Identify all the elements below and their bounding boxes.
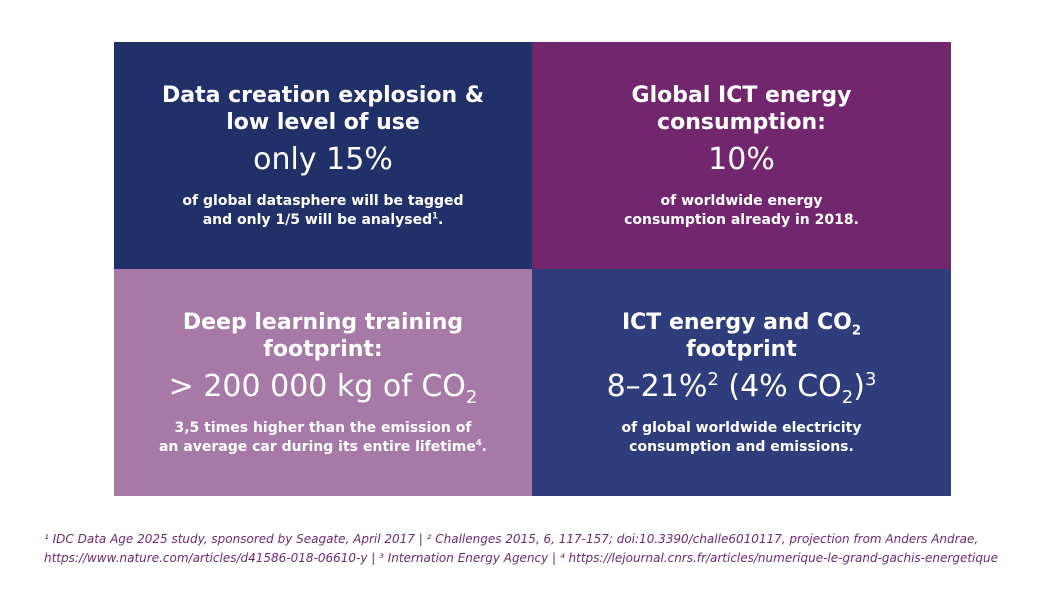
footnotes: ¹ IDC Data Age 2025 study, sponsored by … [44, 530, 1024, 568]
footnote-ref-1: 1 [432, 209, 438, 220]
data-creation-description: of global datasphere will be tagged and … [182, 192, 463, 230]
data-creation-heading: Data creation explosion & low level of u… [162, 82, 484, 136]
ict-co2-stat-part1: 8–21% [606, 368, 708, 404]
infographic-grid: Data creation explosion & low level of u… [114, 42, 951, 496]
deep-learning-desc-line2: an average car during its entire lifetim… [158, 438, 476, 455]
data-creation-stat: only 15% [253, 141, 393, 177]
deep-learning-desc-end: . [481, 438, 487, 455]
ict-co2-stat-subscript: 2 [841, 386, 854, 408]
footnote-ref-3: 3 [864, 368, 877, 390]
deep-learning-heading-line2: footprint: [263, 336, 383, 362]
data-creation-desc-line2: and only 1/5 will be analysed [202, 211, 433, 228]
ict-energy-description: of worldwide energy consumption already … [624, 192, 859, 230]
footnote-line2: https://www.nature.com/articles/d41586-0… [44, 551, 998, 565]
footnote-ref-2: 2 [707, 368, 719, 390]
ict-energy-stat: 10% [708, 141, 775, 177]
ict-co2-stat: 8–21%2 (4% CO2)3 [606, 368, 877, 408]
ict-co2-stat-part2: (4% CO [718, 368, 842, 404]
deep-learning-panel: Deep learning training footprint: > 200 … [114, 269, 532, 496]
ict-co2-heading: ICT energy and CO2 footprint [622, 309, 861, 363]
data-creation-panel: Data creation explosion & low level of u… [114, 42, 532, 269]
ict-co2-heading-line2: footprint [686, 336, 797, 362]
ict-co2-desc-line2: consumption and emissions. [629, 438, 854, 455]
deep-learning-heading: Deep learning training footprint: [183, 309, 463, 363]
ict-energy-desc-line1: of worldwide energy [660, 192, 823, 209]
ict-energy-heading-line2: consumption: [657, 109, 826, 135]
deep-learning-desc-line1: 3,5 times higher than the emission of [174, 419, 472, 436]
footnote-ref-4: 4 [475, 436, 482, 447]
deep-learning-stat-subscript: 2 [465, 386, 478, 408]
footnote-line1: ¹ IDC Data Age 2025 study, sponsored by … [44, 532, 979, 546]
ict-energy-desc-line2: consumption already in 2018. [624, 211, 859, 228]
deep-learning-description: 3,5 times higher than the emission of an… [159, 419, 487, 457]
ict-co2-stat-part3: ) [853, 368, 865, 404]
deep-learning-heading-line1: Deep learning training [182, 309, 464, 335]
ict-energy-heading: Global ICT energy consumption: [632, 82, 852, 136]
ict-co2-desc-line1: of global worldwide electricity [621, 419, 862, 436]
deep-learning-stat: > 200 000 kg of CO2 [168, 368, 478, 408]
data-creation-desc-line1: of global datasphere will be tagged [182, 192, 464, 209]
ict-energy-heading-line1: Global ICT energy [631, 82, 852, 108]
ict-co2-description: of global worldwide electricity consumpt… [622, 419, 862, 457]
data-creation-desc-end: . [437, 211, 444, 228]
deep-learning-stat-text: > 200 000 kg of CO [168, 368, 466, 404]
ict-energy-panel: Global ICT energy consumption: 10% of wo… [532, 42, 951, 269]
ict-co2-heading-subscript: 2 [851, 322, 862, 338]
data-creation-heading-line1: Data creation explosion & [161, 82, 485, 108]
ict-co2-heading-line1: ICT energy and CO [621, 309, 852, 335]
ict-co2-panel: ICT energy and CO2 footprint 8–21%2 (4% … [532, 269, 951, 496]
data-creation-heading-line2: low level of use [226, 109, 420, 135]
